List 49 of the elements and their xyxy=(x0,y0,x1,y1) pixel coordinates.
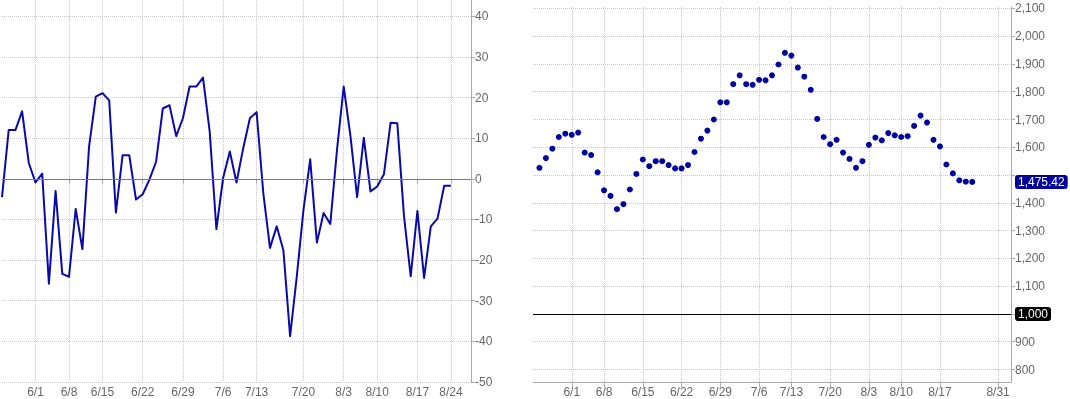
x-tick-label: 8/3 xyxy=(335,385,353,399)
y-tick-label: 10 xyxy=(475,131,489,146)
x-tick-label: 6/1 xyxy=(27,385,45,399)
y-tick-label: 1,800 xyxy=(1015,84,1046,99)
x-tick-label: 7/13 xyxy=(779,385,804,399)
x-tick-label: 7/13 xyxy=(244,385,269,399)
x-tick-label: 7/20 xyxy=(818,385,843,399)
y-tick-label: 900 xyxy=(1015,334,1036,349)
x-tick-label: 6/8 xyxy=(595,385,613,399)
x-tick-label: 6/22 xyxy=(131,385,155,399)
y-tick-label: -50 xyxy=(475,375,493,389)
x-tick-label: 8/3 xyxy=(860,385,878,399)
x-tick-label: 8/10 xyxy=(365,385,390,399)
y-tick-label: 20 xyxy=(475,90,489,105)
x-tick-label: 6/15 xyxy=(631,385,655,399)
y-tick-label: -30 xyxy=(475,293,493,308)
x-tick-label: 6/1 xyxy=(563,385,581,399)
y-tick-label: 30 xyxy=(475,49,489,64)
y-tick-label: 800 xyxy=(1015,362,1036,377)
y-tick-label: 1,100 xyxy=(1015,279,1046,294)
x-tick-label: 8/17 xyxy=(405,385,430,399)
y-tick-label: 1,400 xyxy=(1015,195,1046,210)
y-tick-label: 1,300 xyxy=(1015,223,1046,238)
line-series xyxy=(1,76,452,338)
x-tick-label: 8/17 xyxy=(928,385,952,399)
x-tick-label: 6/29 xyxy=(708,385,733,399)
y-tick-label: 40 xyxy=(475,9,489,24)
y-tick-label: 1,900 xyxy=(1015,56,1046,71)
text: 1,475.42 xyxy=(1018,174,1066,189)
y-tick-label: 1,200 xyxy=(1015,251,1046,266)
x-tick-label: 6/29 xyxy=(171,385,195,399)
x-tick-label: 6/15 xyxy=(90,385,115,399)
y-tick-label: 1,700 xyxy=(1015,112,1046,127)
y-tick-label: -10 xyxy=(475,212,493,227)
y-tick-label: 1,600 xyxy=(1015,140,1046,155)
x-tick-label: 6/22 xyxy=(669,385,694,399)
y-tick-label: 2,000 xyxy=(1015,29,1046,44)
x-tick-label: 7/6 xyxy=(750,385,768,399)
y-tick-label: 0 xyxy=(475,171,482,186)
x-tick-label: 7/6 xyxy=(214,385,232,399)
ref-line-label: 1,000 xyxy=(1018,306,1049,321)
x-tick-label: 8/10 xyxy=(889,385,914,399)
y-tick-label: 2,100 xyxy=(1015,1,1046,16)
x-tick-label: 8/31 xyxy=(986,385,1011,399)
x-tick-label: 8/24 xyxy=(439,385,463,399)
y-tick-label: -40 xyxy=(475,334,493,349)
y-tick-label: -20 xyxy=(475,253,493,268)
x-tick-label: 6/8 xyxy=(60,385,78,399)
x-tick-label: 7/20 xyxy=(291,385,316,399)
